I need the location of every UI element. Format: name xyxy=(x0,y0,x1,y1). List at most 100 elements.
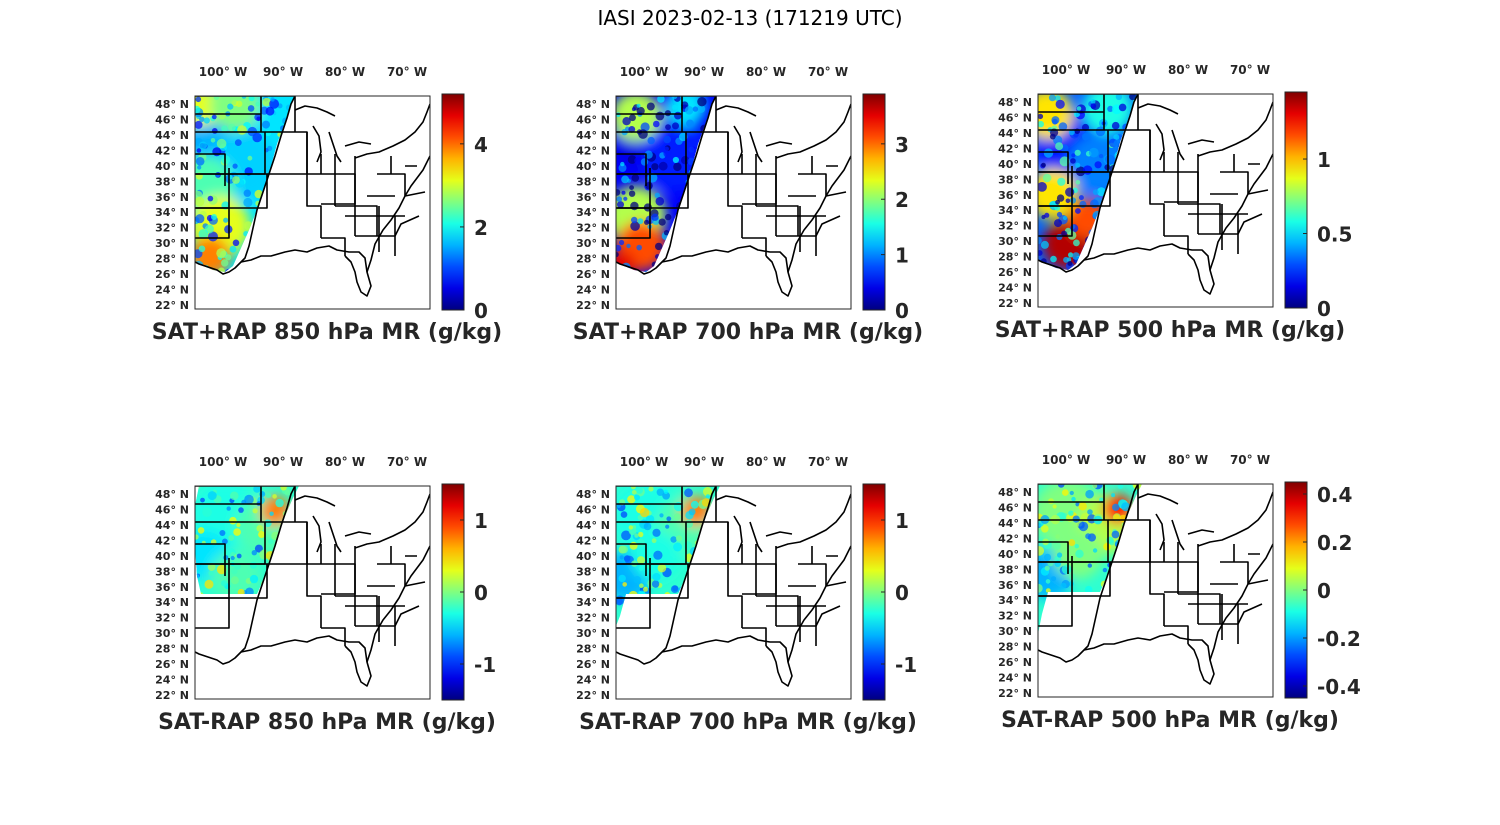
state-borders xyxy=(1038,484,1273,685)
lon-label: 90° W xyxy=(1106,453,1146,467)
lat-label: 42° N xyxy=(998,142,1032,155)
lat-label: 28° N xyxy=(998,251,1032,264)
map-frame xyxy=(1037,93,1274,308)
lat-label: 24° N xyxy=(155,284,189,297)
colorbar-tick-label: 0 xyxy=(474,581,488,605)
lat-label: 22° N xyxy=(155,299,189,312)
lon-label: 70° W xyxy=(1230,63,1270,77)
lat-label: 24° N xyxy=(998,672,1032,685)
lat-label: 42° N xyxy=(998,532,1032,545)
lat-label: 38° N xyxy=(576,565,610,578)
lon-label: 90° W xyxy=(263,65,303,79)
map-panel-5: 100° W 90° W 80° W 70° W 48° N 46° N 44° N 42° … xyxy=(533,450,953,750)
lat-label: 48° N xyxy=(155,488,189,501)
lat-label: 26° N xyxy=(155,268,189,281)
lat-label: 38° N xyxy=(998,173,1032,186)
lat-label: 24° N xyxy=(155,674,189,687)
lat-label: 26° N xyxy=(576,268,610,281)
lon-label: 80° W xyxy=(325,65,365,79)
lat-label: 48° N xyxy=(155,98,189,111)
colorbar-tick-label: -1 xyxy=(895,653,917,677)
lat-label: 44° N xyxy=(998,517,1032,530)
lat-label: 40° N xyxy=(576,160,610,173)
lat-label: 24° N xyxy=(576,674,610,687)
state-borders xyxy=(195,96,430,297)
map-svg: 100° W 90° W 80° W 70° W 48° N 46° N 44° N 42° … xyxy=(155,65,488,323)
lat-label: 48° N xyxy=(998,486,1032,499)
colorbar-tick-label: -0.4 xyxy=(1317,675,1361,699)
lon-label: 80° W xyxy=(746,65,786,79)
lat-label: 30° N xyxy=(576,237,610,250)
colorbar-tick-label: -1 xyxy=(474,653,496,677)
lat-label: 44° N xyxy=(576,519,610,532)
lat-label: 40° N xyxy=(576,550,610,563)
colorbar xyxy=(1284,91,1308,309)
lon-label: 90° W xyxy=(684,65,724,79)
lat-label: 36° N xyxy=(576,581,610,594)
lat-label: 44° N xyxy=(998,127,1032,140)
lon-label: 100° W xyxy=(199,65,247,79)
map-panel-1: 100° W 90° W 80° W 70° W 48° N 46° N 44° N 42° … xyxy=(112,60,532,360)
colorbar xyxy=(862,93,886,311)
map-frame xyxy=(1037,483,1274,698)
map-svg: 100° W 90° W 80° W 70° W 48° N 46° N 44° N 42° … xyxy=(998,453,1361,700)
colorbar-tick-label: 0.2 xyxy=(1317,531,1352,555)
lat-label: 32° N xyxy=(155,612,189,625)
lat-label: 32° N xyxy=(576,222,610,235)
panel-title: SAT-RAP 500 hPa MR (g/kg) xyxy=(1001,708,1339,733)
lat-label: 34° N xyxy=(155,596,189,609)
lat-label: 32° N xyxy=(576,612,610,625)
lat-label: 34° N xyxy=(998,594,1032,607)
colorbar-tick-label: -0.2 xyxy=(1317,627,1361,651)
colorbar-tick-label: 0 xyxy=(1317,579,1331,603)
lat-label: 28° N xyxy=(576,253,610,266)
lon-label: 70° W xyxy=(1230,453,1270,467)
lat-label: 40° N xyxy=(998,158,1032,171)
colorbar-tick-label: 0.5 xyxy=(1317,223,1352,247)
lat-label: 30° N xyxy=(998,625,1032,638)
state-borders xyxy=(195,486,430,687)
colorbar-tick-label: 1 xyxy=(895,509,909,533)
lat-label: 28° N xyxy=(155,253,189,266)
figure-title: IASI 2023-02-13 (171219 UTC) xyxy=(597,6,903,30)
lat-label: 46° N xyxy=(576,503,610,516)
panel-title: SAT+RAP 500 hPa MR (g/kg) xyxy=(994,318,1346,343)
map-svg: 100° W 90° W 80° W 70° W 48° N 46° N 44° N 42° … xyxy=(998,63,1352,321)
lat-label: 48° N xyxy=(998,96,1032,109)
map-frame xyxy=(194,485,431,700)
lat-label: 46° N xyxy=(576,113,610,126)
lat-label: 26° N xyxy=(155,658,189,671)
panel-title: SAT+RAP 700 hPa MR (g/kg) xyxy=(572,320,924,345)
lon-label: 70° W xyxy=(808,455,848,469)
lat-label: 24° N xyxy=(998,282,1032,295)
colorbar-tick-label: 1 xyxy=(1317,148,1331,172)
lon-label: 100° W xyxy=(620,455,668,469)
lat-label: 22° N xyxy=(576,689,610,702)
map-panel-3: 100° W 90° W 80° W 70° W 48° N 46° N 44° N 42° … xyxy=(955,58,1375,358)
lat-label: 44° N xyxy=(155,519,189,532)
lat-label: 38° N xyxy=(576,175,610,188)
colorbar-tick-label: 0.4 xyxy=(1317,483,1352,507)
map-frame xyxy=(615,95,852,310)
lat-label: 40° N xyxy=(155,550,189,563)
lat-label: 30° N xyxy=(155,627,189,640)
lat-label: 34° N xyxy=(576,596,610,609)
lon-label: 100° W xyxy=(620,65,668,79)
lon-label: 90° W xyxy=(684,455,724,469)
map-svg: 100° W 90° W 80° W 70° W 48° N 46° N 44° N 42° … xyxy=(576,455,917,702)
lon-label: 80° W xyxy=(1168,63,1208,77)
map-panel-6: 100° W 90° W 80° W 70° W 48° N 46° N 44° N 42° … xyxy=(955,448,1375,748)
colorbar-tick-label: 0 xyxy=(895,581,909,605)
lon-label: 70° W xyxy=(387,455,427,469)
lon-label: 100° W xyxy=(199,455,247,469)
lat-label: 46° N xyxy=(155,113,189,126)
state-borders xyxy=(1038,94,1273,295)
lat-label: 22° N xyxy=(576,299,610,312)
lat-label: 34° N xyxy=(576,206,610,219)
lat-label: 28° N xyxy=(155,643,189,656)
map-svg: 100° W 90° W 80° W 70° W 48° N 46° N 44° N 42° … xyxy=(576,65,909,323)
lat-label: 44° N xyxy=(155,129,189,142)
lat-label: 36° N xyxy=(576,191,610,204)
lat-label: 22° N xyxy=(998,297,1032,310)
lat-label: 40° N xyxy=(155,160,189,173)
